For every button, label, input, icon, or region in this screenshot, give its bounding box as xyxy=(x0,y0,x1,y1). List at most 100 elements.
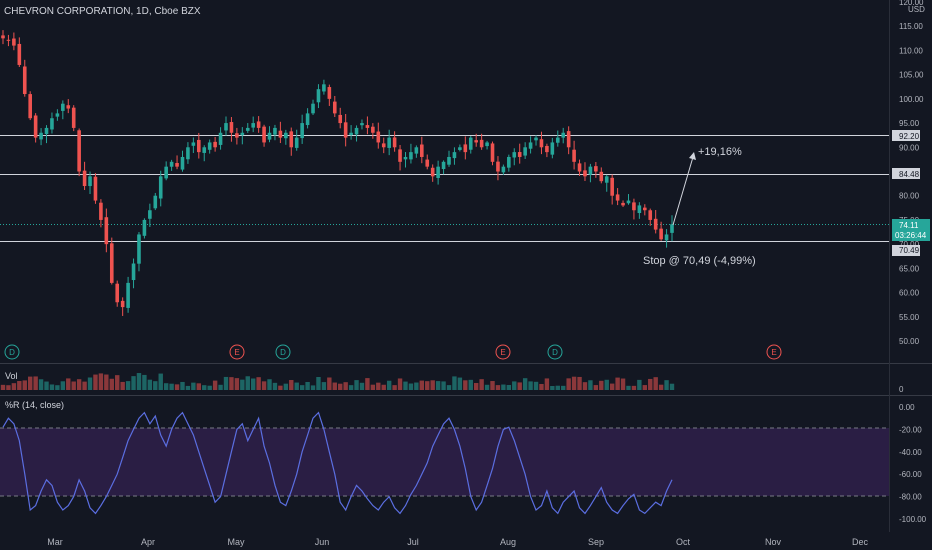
candle-body xyxy=(186,147,190,160)
level-tag-84-bg xyxy=(892,168,920,179)
candle-body xyxy=(572,149,576,162)
event-marker-3[interactable]: D xyxy=(275,344,291,360)
candle-body xyxy=(327,87,332,99)
volume-bar xyxy=(71,381,76,390)
candle-body xyxy=(430,167,435,177)
candle-body xyxy=(245,127,250,131)
stop-label[interactable]: Stop @ 70,49 (-4,99%) xyxy=(643,255,756,267)
candle-body xyxy=(496,161,500,172)
candle-body xyxy=(479,139,484,148)
volume-bar xyxy=(104,374,109,390)
volume-bar xyxy=(174,384,180,390)
volume-bar xyxy=(332,382,337,390)
candle-body xyxy=(262,126,266,143)
volume-bar xyxy=(468,379,473,390)
candle-body xyxy=(284,132,288,139)
event-marker-4[interactable]: E xyxy=(495,344,511,360)
event-marker-1[interactable]: D xyxy=(4,344,20,360)
candle-body xyxy=(632,202,636,211)
volume-bar xyxy=(185,385,191,390)
volume-bar xyxy=(256,377,261,390)
wr-line xyxy=(2,411,673,515)
target-label[interactable]: +19,16% xyxy=(698,146,742,158)
volume-bar xyxy=(604,379,609,390)
volume-bar xyxy=(310,385,316,390)
candle-body xyxy=(474,140,478,143)
volume-bar xyxy=(299,385,305,390)
volume-bar xyxy=(147,379,153,390)
candle-body xyxy=(12,38,16,46)
volume-bar xyxy=(278,385,283,390)
candle-body xyxy=(251,123,255,128)
volume-bar xyxy=(544,378,550,390)
wr-label: %R (14, close) xyxy=(5,400,64,410)
volume-bar xyxy=(392,385,397,390)
volume-bar xyxy=(664,380,669,390)
volume-bar xyxy=(338,383,343,390)
target-arrow[interactable] xyxy=(672,156,694,226)
volume-bar xyxy=(441,381,446,390)
candle-body xyxy=(71,107,76,128)
candle-body xyxy=(316,89,321,103)
volume-bar xyxy=(533,381,539,390)
level-tag-92-bg xyxy=(892,130,920,141)
candle-body xyxy=(278,130,283,138)
candle-body xyxy=(447,156,451,165)
candle-body xyxy=(615,194,620,201)
event-marker-6[interactable]: E xyxy=(766,344,782,360)
candle-body xyxy=(376,131,381,143)
volume-bar xyxy=(240,379,245,390)
volume-bar xyxy=(93,374,98,390)
candle-body xyxy=(528,142,533,149)
candle-body xyxy=(599,171,604,182)
candle-body xyxy=(512,152,517,158)
candle-body xyxy=(659,228,663,240)
volume-bar xyxy=(593,385,599,390)
volume-bar xyxy=(115,375,120,390)
volume-bar xyxy=(626,385,631,390)
event-marker-2[interactable]: E xyxy=(229,344,245,360)
candle-body xyxy=(490,143,495,162)
candle-body xyxy=(207,142,212,150)
candle-body xyxy=(240,132,245,136)
candle-body xyxy=(594,166,598,172)
candle-body xyxy=(637,205,642,214)
candles-group[interactable] xyxy=(1,30,674,316)
candle-body xyxy=(561,132,566,138)
volume-bar xyxy=(283,383,289,390)
candle-body xyxy=(338,114,343,124)
volume-bar xyxy=(495,385,501,390)
price-axis-currency: USD xyxy=(908,5,925,14)
candle-body xyxy=(670,224,674,233)
candle-body xyxy=(507,156,511,168)
candle-body xyxy=(539,139,544,148)
candle-body xyxy=(55,113,60,117)
volume-bar xyxy=(327,377,332,390)
candle-body xyxy=(566,131,571,148)
candle-body xyxy=(360,123,364,126)
time-tick-aug: Aug xyxy=(500,537,516,547)
volume-bar xyxy=(479,379,484,390)
volume-bar xyxy=(571,376,577,390)
volume-bar xyxy=(245,376,250,390)
volume-bar xyxy=(501,384,506,390)
volume-bar xyxy=(158,373,163,390)
candle-body xyxy=(1,35,5,39)
candle-body xyxy=(648,210,653,220)
candle-body xyxy=(305,113,310,126)
candle-body xyxy=(485,142,489,147)
candle-body xyxy=(235,133,239,138)
candle-body xyxy=(17,43,22,65)
volume-bar xyxy=(27,376,33,390)
candle-body xyxy=(517,152,522,157)
event-marker-5[interactable]: D xyxy=(547,344,563,360)
volume-bar xyxy=(473,383,479,390)
candle-body xyxy=(664,234,669,241)
volume-bar xyxy=(577,376,582,390)
candle-body xyxy=(643,207,647,211)
candle-body xyxy=(267,132,272,140)
arrowhead-icon xyxy=(689,152,696,160)
candle-body xyxy=(588,166,593,175)
price-tick-5: 95.00 xyxy=(899,119,920,128)
